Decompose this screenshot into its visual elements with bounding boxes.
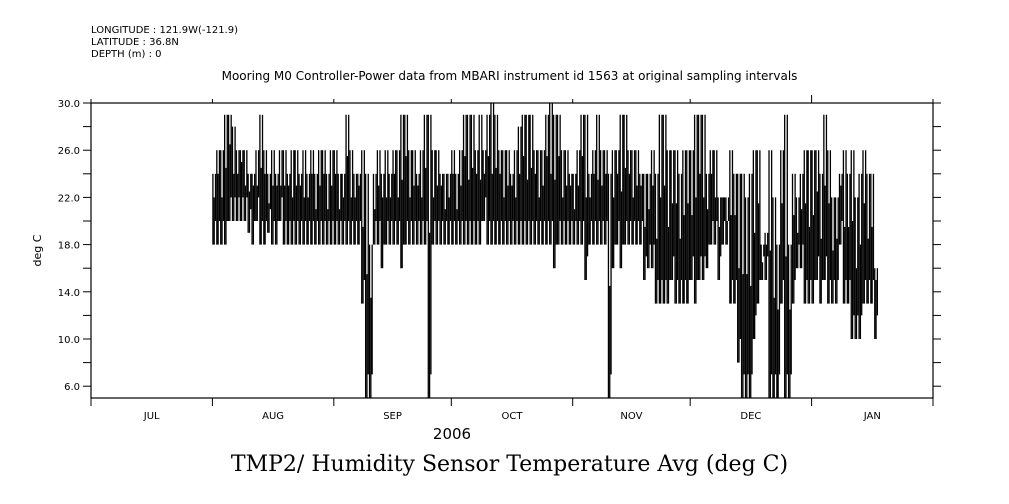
- x-tick-label: SEP: [383, 411, 402, 422]
- y-tick-label: 26.0: [58, 146, 80, 157]
- latitude-label: LATITUDE : 36.8N: [91, 37, 179, 48]
- x-tick-label: AUG: [262, 411, 284, 422]
- x-tick-label: NOV: [620, 411, 642, 422]
- longitude-label: LONGITUDE : 121.9W(-121.9): [91, 25, 238, 36]
- y-tick-label: 14.0: [58, 288, 80, 299]
- depth-label: DEPTH (m) : 0: [91, 49, 162, 60]
- y-tick-label: 22.0: [58, 193, 80, 204]
- y-tick-label: 18.0: [58, 241, 80, 252]
- chart-subtitle: Mooring M0 Controller-Power data from MB…: [221, 69, 798, 83]
- x-tick-label: DEC: [740, 411, 761, 422]
- chart-title: TMP2/ Humidity Sensor Temperature Avg (d…: [230, 452, 789, 477]
- x-axis-label: 2006: [433, 425, 471, 443]
- x-tick-label: JAN: [863, 411, 881, 422]
- y-tick-label: 6.0: [64, 382, 80, 393]
- y-tick-label: 30.0: [58, 99, 80, 110]
- plot-frame: [90, 102, 934, 399]
- x-tick-label: OCT: [502, 411, 524, 422]
- y-axis-label: deg C: [31, 234, 44, 266]
- y-tick-label: 10.0: [58, 335, 80, 346]
- x-tick-label: JUL: [143, 411, 160, 422]
